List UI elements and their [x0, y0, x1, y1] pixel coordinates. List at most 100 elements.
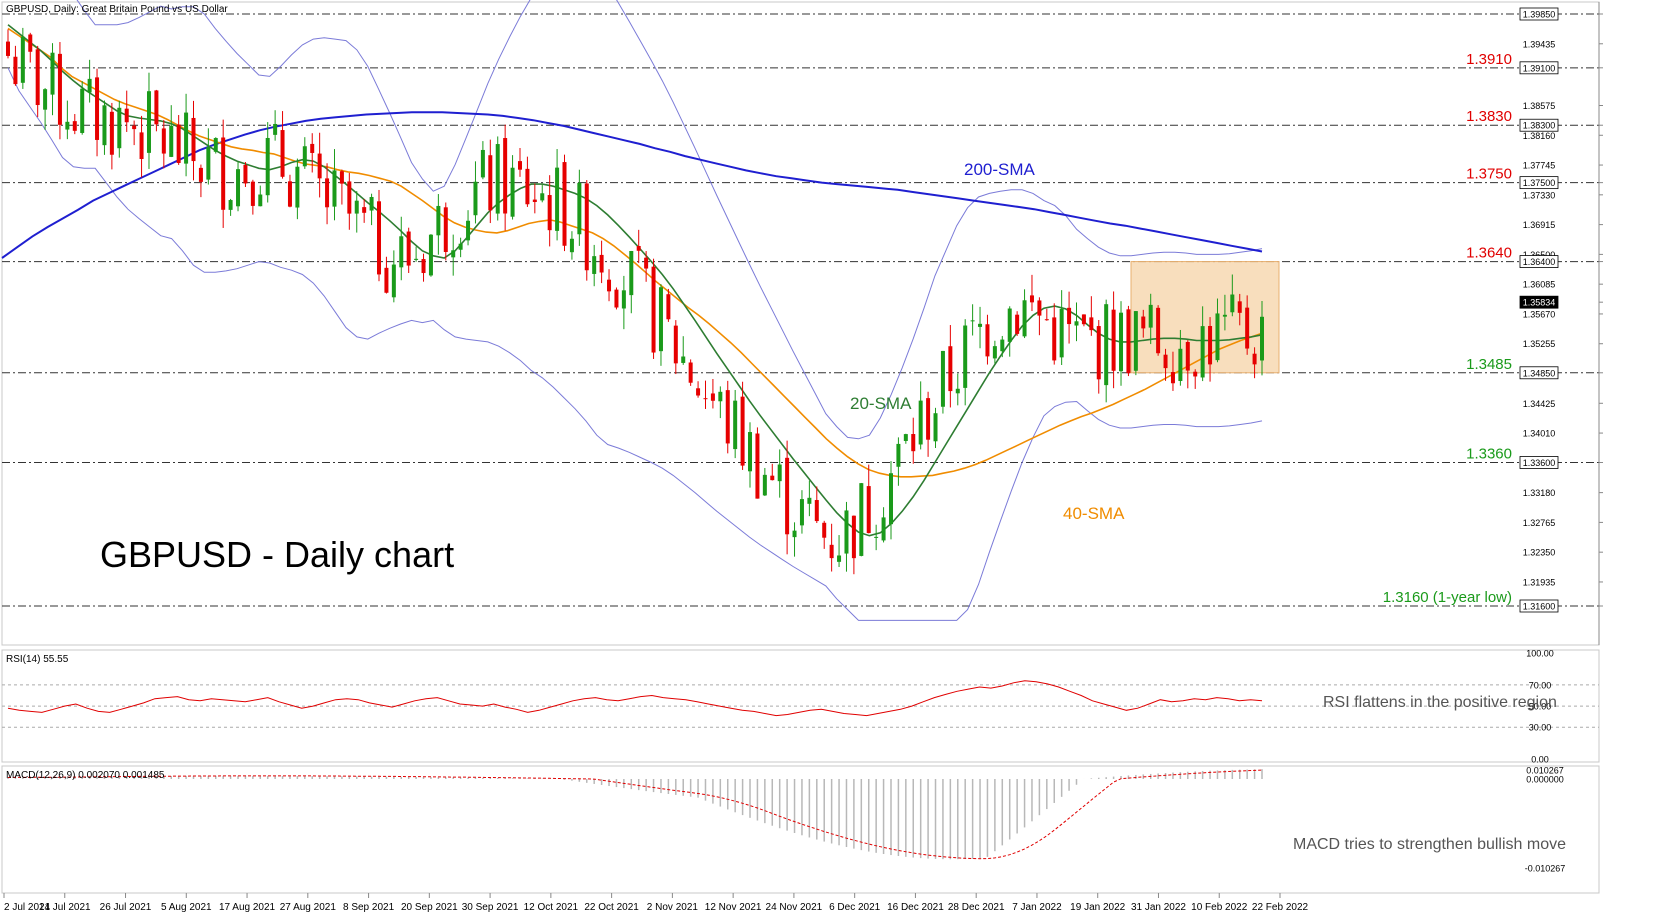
candle-body — [384, 267, 389, 293]
candle-body — [1052, 317, 1057, 361]
candle-body — [777, 464, 782, 482]
candle-body — [621, 290, 626, 309]
candle-body — [480, 149, 485, 178]
candle-body — [829, 544, 834, 559]
candle-body — [1081, 314, 1086, 325]
candle-body — [243, 164, 248, 184]
date-tick-label: 20 Sep 2021 — [401, 902, 458, 913]
level-label: 1.3750 — [1466, 166, 1512, 183]
price-tick-label: 1.39100 — [1523, 63, 1556, 73]
date-tick-label: 7 Jan 2022 — [1012, 902, 1062, 913]
candle-body — [362, 207, 367, 213]
candle-body — [933, 413, 938, 442]
candle-body — [176, 124, 181, 163]
date-tick-label: 6 Dec 2021 — [829, 902, 881, 913]
price-header: GBPUSD, Daily: Great Britain Pound vs US… — [6, 4, 228, 15]
price-tag — [1519, 61, 1559, 75]
macd-header: MACD(12,26,9) 0.002070 0.001485 — [6, 770, 165, 781]
candle-body — [13, 56, 18, 85]
candle-body — [406, 231, 411, 266]
price-tag — [1519, 255, 1559, 268]
level-label: 1.3360 — [1466, 445, 1512, 462]
candle-body — [955, 388, 960, 394]
candle-body — [213, 138, 218, 152]
candle-body — [703, 398, 708, 400]
candle-body — [347, 181, 352, 214]
candle-body — [681, 356, 686, 363]
candle-body — [762, 474, 767, 496]
price-tick-label: 1.37745 — [1523, 161, 1556, 171]
price-tick-label: 1.32765 — [1523, 518, 1556, 528]
candle-body — [1193, 371, 1198, 377]
price-tick-label: 1.38160 — [1523, 131, 1556, 141]
candle-body — [495, 144, 500, 214]
candle-body — [584, 183, 589, 271]
candle-body — [161, 128, 166, 154]
candle-body — [198, 167, 203, 182]
sma-200-line — [1, 111, 1263, 259]
date-tick-label: 2 Jul 2021 — [4, 902, 51, 913]
candle-body — [124, 108, 129, 123]
price-tick-label: 1.33600 — [1523, 458, 1556, 468]
candle-body — [473, 181, 478, 216]
candle-body — [963, 325, 968, 388]
candle-body — [295, 166, 300, 208]
candle-body — [369, 197, 374, 211]
candle-body — [109, 111, 114, 155]
price-tick-label: 1.37330 — [1523, 190, 1556, 200]
candle-body — [740, 396, 745, 466]
candle-body — [154, 90, 159, 125]
candle-body — [1237, 301, 1242, 313]
candle-body — [770, 475, 775, 481]
price-tag — [1519, 176, 1559, 190]
candle-body — [844, 510, 849, 554]
candle-body — [1148, 304, 1153, 328]
candle-body — [1074, 321, 1079, 326]
candle-body — [421, 259, 426, 274]
candle-body — [206, 147, 211, 180]
candle-body — [95, 77, 100, 140]
level-label: 1.3640 — [1466, 245, 1512, 262]
candle-body — [280, 130, 285, 177]
price-tick-label: 1.34425 — [1523, 399, 1556, 409]
candle-body — [1104, 304, 1109, 386]
candle-body — [1200, 326, 1205, 378]
price-tick-label: 1.35670 — [1523, 309, 1556, 319]
price-tick-label: 1.36915 — [1523, 220, 1556, 230]
candle-body — [1089, 317, 1094, 331]
date-tick-label: 5 Aug 2021 — [161, 902, 212, 913]
label-40-sma: 40-SMA — [1063, 504, 1125, 523]
candle-body — [651, 266, 656, 353]
candle-body — [792, 530, 797, 538]
candle-body — [354, 200, 359, 214]
candle-body — [1119, 312, 1124, 372]
candle-body — [302, 146, 307, 167]
candle-body — [377, 201, 382, 275]
candle-body — [1245, 307, 1250, 349]
date-tick-label: 8 Sep 2021 — [343, 902, 395, 913]
candle-body — [785, 457, 790, 535]
candle-body — [718, 391, 723, 402]
candle-body — [814, 500, 819, 522]
price-axis: 1.39850 1.39435 1.39100 1.38575 1.383001.381… — [1519, 2, 1603, 645]
candle-body — [532, 199, 537, 202]
candle-body — [673, 325, 678, 364]
candle-body — [599, 254, 604, 273]
price-tick-label: 1.36500 — [1523, 250, 1556, 260]
candle-body — [72, 121, 77, 131]
candle-body — [57, 53, 62, 125]
candle-body — [1059, 308, 1064, 358]
candle-body — [228, 200, 233, 210]
candle-body — [184, 112, 189, 164]
candle-body — [1015, 314, 1020, 334]
date-tick-label: 22 Feb 2022 — [1252, 902, 1309, 913]
candle-body — [87, 78, 92, 93]
candle-body — [287, 181, 292, 207]
candle-body — [985, 324, 990, 357]
candle-body — [428, 234, 433, 276]
rsi-header: RSI(14) 55.55 — [6, 654, 69, 665]
